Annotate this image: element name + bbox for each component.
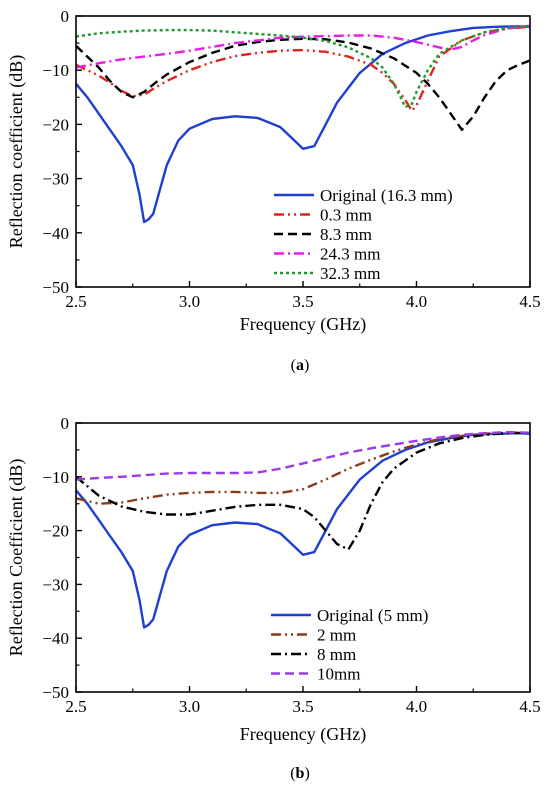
series-line-2 [76, 431, 530, 505]
series-line-3 [76, 37, 530, 131]
x-tick-label: 3.0 [179, 292, 200, 311]
y-tick-label: −10 [42, 468, 69, 487]
chart-b: 2.5 3.0 3.5 4.0 4.5 0 −10 −20 −30 −40 −50 Frequency… [6, 414, 541, 782]
panel-caption: (b) [290, 765, 310, 782]
legend-label: 8.3 mm [320, 225, 372, 244]
legend-label: 8 mm [317, 645, 356, 664]
x-tick-label: 4.5 [519, 292, 540, 311]
y-tick-label: 0 [61, 7, 70, 26]
x-axis-label: Frequency (GHz) [240, 724, 366, 745]
x-tick-label: 2.5 [65, 697, 86, 716]
x-tick-label: 4.0 [406, 292, 427, 311]
y-tick-label: −40 [42, 224, 69, 243]
legend-label: 32.3 mm [320, 264, 380, 283]
y-tick-label: −30 [42, 575, 69, 594]
legend-label: Original (16.3 mm) [320, 186, 453, 205]
x-tick-label: 3.5 [292, 697, 313, 716]
y-tick-label: −20 [42, 522, 69, 541]
series-line-4 [76, 24, 530, 69]
legend-label: 0.3 mm [320, 206, 372, 225]
series-group [76, 430, 530, 629]
x-tick-label: 2.5 [65, 292, 86, 311]
y-tick-label: −30 [42, 170, 69, 189]
x-axis-label: Frequency (GHz) [240, 314, 366, 335]
y-tick-label: −10 [42, 61, 69, 80]
y-tick-label: −40 [42, 629, 69, 648]
y-tick-label: 0 [61, 414, 70, 433]
legend-label: 24.3 mm [320, 245, 380, 264]
x-tick-label: 4.5 [519, 697, 540, 716]
panel-caption: (a) [291, 357, 310, 374]
y-axis-label: Reflection coefficient (dB) [6, 55, 27, 249]
y-tick-label: −50 [42, 683, 69, 702]
legend-label: 10mm [317, 665, 360, 684]
series-line-4 [76, 430, 530, 481]
y-axis-label: Reflection Coefficient (dB) [6, 459, 27, 657]
x-tick-label: 3.0 [179, 697, 200, 716]
legend-label: Original (5 mm) [317, 606, 428, 625]
series-line-3 [76, 431, 530, 551]
series-line-1 [76, 25, 530, 224]
y-tick-label: −50 [42, 278, 69, 297]
chart-a: 2.5 3.0 3.5 4.0 4.5 0 −10 −20 −30 −40 −50 Frequency… [6, 7, 541, 374]
y-tick-label: −20 [42, 115, 69, 134]
series-line-5 [76, 24, 530, 109]
x-tick-label: 4.0 [406, 697, 427, 716]
legend-label: 2 mm [317, 626, 356, 645]
x-tick-label: 3.5 [292, 292, 313, 311]
series-group [76, 24, 530, 224]
